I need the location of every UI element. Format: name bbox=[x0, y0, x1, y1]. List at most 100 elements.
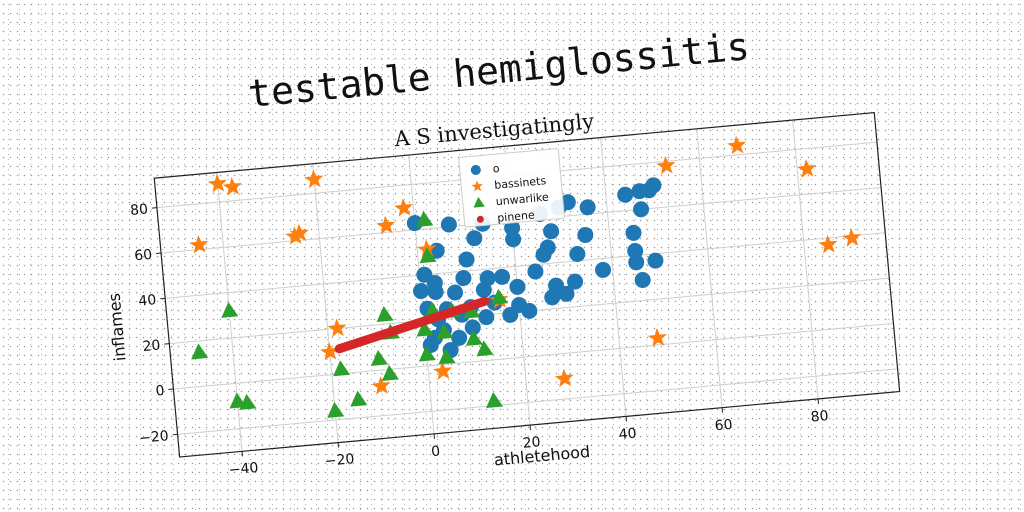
chart-title: A S investigatingly bbox=[393, 109, 596, 151]
o-point bbox=[577, 226, 594, 243]
o-point bbox=[633, 201, 650, 218]
o-point bbox=[535, 246, 552, 263]
unwarlike-point bbox=[416, 320, 434, 337]
bassinets-point bbox=[433, 361, 453, 380]
o-point bbox=[406, 215, 423, 232]
bassinets-point bbox=[319, 341, 340, 361]
o-point bbox=[625, 224, 642, 241]
o-point bbox=[544, 289, 561, 306]
bassinets-point bbox=[289, 223, 309, 243]
legend-label: bassinets bbox=[494, 174, 547, 192]
x-grid-line bbox=[312, 163, 339, 443]
bassinets-point bbox=[647, 328, 667, 347]
series-pinene bbox=[334, 296, 490, 354]
bassinets-point bbox=[818, 234, 838, 254]
x-tick-label: 20 bbox=[522, 434, 541, 452]
bassinets-point bbox=[327, 318, 347, 338]
unwarlike-point bbox=[486, 392, 504, 409]
o-point bbox=[447, 284, 464, 301]
o-point bbox=[569, 245, 586, 262]
o-point bbox=[595, 261, 612, 278]
o-point bbox=[509, 278, 526, 295]
bassinets-point bbox=[554, 368, 574, 388]
legend-marker-bassinets bbox=[471, 180, 483, 192]
x-grid-line bbox=[696, 128, 723, 408]
o-point bbox=[427, 284, 444, 301]
unwarlike-point bbox=[333, 360, 351, 377]
y-grid-line bbox=[165, 232, 886, 299]
o-point bbox=[451, 329, 468, 346]
bassinets-point bbox=[304, 169, 324, 189]
legend-marker-pinene bbox=[476, 215, 484, 223]
o-point bbox=[634, 272, 651, 289]
o-point bbox=[502, 306, 519, 323]
o-point bbox=[617, 186, 634, 203]
o-point bbox=[543, 223, 560, 240]
y-tick-label: 60 bbox=[134, 247, 153, 265]
bassinets-point bbox=[797, 159, 816, 178]
bassinets-point bbox=[189, 235, 209, 254]
x-grid-line bbox=[792, 120, 819, 399]
o-point bbox=[521, 302, 538, 319]
y-grid-line bbox=[173, 322, 894, 390]
o-point bbox=[645, 177, 662, 194]
figure-title: testable hemiglossitis bbox=[246, 24, 751, 116]
bassinets-point bbox=[376, 215, 396, 235]
unwarlike-point bbox=[416, 210, 434, 227]
unwarlike-point bbox=[476, 340, 494, 357]
unwarlike-point bbox=[376, 305, 394, 323]
o-point bbox=[478, 309, 495, 326]
unwarlike-point bbox=[491, 288, 509, 305]
o-point bbox=[455, 270, 472, 287]
x-axis-label: athletehood bbox=[493, 442, 591, 470]
o-point bbox=[440, 216, 457, 233]
bassinets-point bbox=[207, 173, 227, 193]
bassinets-point bbox=[727, 135, 747, 155]
unwarlike-point bbox=[350, 390, 368, 407]
unwarlike-point bbox=[463, 302, 481, 319]
unwarlike-point bbox=[438, 348, 456, 365]
x-tick-label: 0 bbox=[430, 443, 440, 460]
o-point bbox=[527, 263, 544, 280]
unwarlike-point bbox=[381, 364, 399, 381]
unwarlike-point bbox=[221, 301, 239, 318]
x-tick-label: 80 bbox=[810, 408, 829, 426]
plot-frame bbox=[153, 112, 901, 458]
unwarlike-point bbox=[239, 393, 257, 410]
series-bassinets bbox=[189, 135, 862, 395]
o-point bbox=[505, 231, 522, 248]
unwarlike-point bbox=[418, 345, 436, 362]
legend-label: pinene bbox=[497, 208, 536, 224]
x-tick-label: −20 bbox=[324, 451, 355, 470]
axis-ticks: −40 −20 0 20 40 60 80 −20 0 20 40 60 80 bbox=[130, 201, 830, 478]
unwarlike-point bbox=[191, 343, 209, 360]
unwarlike-point bbox=[465, 329, 483, 346]
x-grid-line bbox=[600, 137, 627, 417]
legend-box bbox=[458, 148, 565, 228]
bassinets-point bbox=[371, 376, 391, 395]
o-point bbox=[464, 319, 481, 336]
x-tick-label: 60 bbox=[714, 417, 733, 435]
o-point bbox=[466, 230, 483, 247]
o-point bbox=[628, 254, 645, 271]
y-axis-label: inflames bbox=[105, 292, 130, 362]
o-point bbox=[647, 252, 664, 269]
y-tick-label: 40 bbox=[138, 292, 157, 310]
unwarlike-point bbox=[419, 247, 437, 264]
y-grid-line bbox=[177, 368, 898, 435]
bassinets-point bbox=[285, 226, 305, 245]
legend-marker-o bbox=[470, 165, 481, 176]
o-point bbox=[567, 273, 584, 290]
plot-area: A S investigatingly −40 −20 0 20 40 60 80 −20 0 2… bbox=[105, 109, 901, 479]
y-tick-label: 80 bbox=[130, 201, 149, 219]
legend-marker-unwarlike bbox=[473, 196, 485, 208]
o-point bbox=[475, 281, 492, 298]
pinene-line bbox=[334, 296, 490, 354]
o-point bbox=[579, 199, 596, 216]
x-tick-label: 40 bbox=[618, 426, 637, 444]
bassinets-point bbox=[394, 198, 413, 217]
o-point bbox=[494, 268, 511, 285]
o-point bbox=[458, 251, 475, 268]
